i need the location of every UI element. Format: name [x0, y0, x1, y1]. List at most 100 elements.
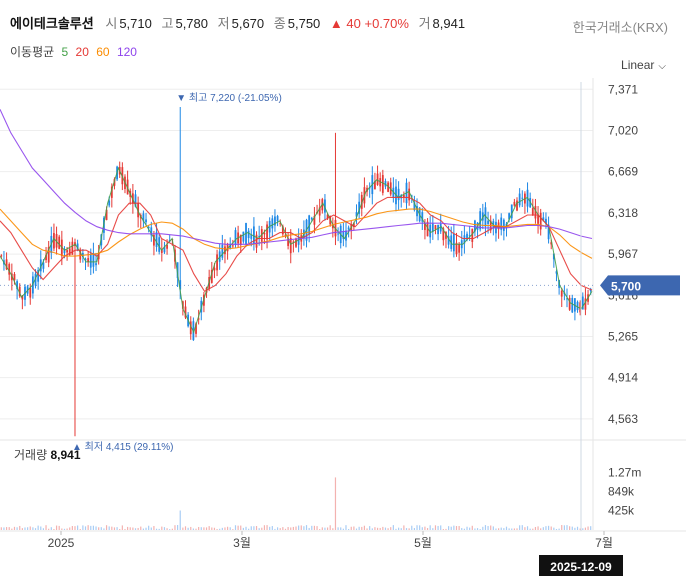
candle-body: [258, 235, 261, 237]
candle-body: [447, 236, 450, 245]
candle-body: [347, 227, 350, 230]
volume-bar: [108, 526, 110, 530]
volume-bar: [140, 526, 142, 530]
volume-bar: [461, 528, 463, 530]
volume-bar: [371, 528, 373, 530]
volume-bar: [66, 528, 68, 530]
candle: [292, 240, 295, 253]
candle-body: [463, 235, 466, 244]
candle: [274, 209, 276, 232]
candle: [460, 230, 463, 257]
volume-bar: [511, 528, 513, 530]
volume-bar: [253, 526, 255, 530]
volume-bar: [484, 525, 487, 530]
candle-body: [45, 254, 47, 261]
volume-bar: [24, 527, 26, 530]
candle: [573, 297, 576, 321]
volume-bar: [276, 527, 279, 530]
candle-body: [231, 245, 234, 247]
candlestick-series: [0, 106, 592, 437]
ma-legend-5[interactable]: 5: [61, 45, 69, 59]
volume-series: [0, 477, 592, 530]
candle-body: [421, 212, 424, 222]
ma-legend-title: 이동평균: [10, 45, 55, 59]
candle: [126, 170, 129, 195]
candle: [355, 204, 358, 224]
volume-bar: [0, 527, 2, 530]
volume-bar: [584, 527, 587, 530]
ma-legend-120[interactable]: 120: [116, 45, 137, 59]
open-label: 시: [105, 16, 118, 31]
candle-body: [516, 200, 518, 211]
candle-body: [581, 296, 584, 310]
candle: [216, 249, 218, 277]
volume-bar: [290, 527, 292, 530]
volume-bar: [308, 527, 310, 530]
candle: [18, 283, 21, 298]
candle-body: [376, 173, 379, 185]
candle: [500, 213, 503, 236]
volume-bar: [474, 528, 476, 530]
candle-body: [352, 223, 355, 227]
stock-name: 에이테크솔루션: [10, 16, 94, 31]
candle: [447, 225, 450, 249]
ma-legend-20[interactable]: 20: [75, 45, 89, 59]
volume-bar: [429, 525, 431, 530]
low-label: 저: [217, 16, 230, 31]
candle-body: [555, 271, 558, 274]
volume-bar: [90, 525, 92, 530]
candle-body: [566, 298, 568, 300]
candle-body: [58, 236, 61, 249]
ma-legend-60[interactable]: 60: [96, 45, 110, 59]
volume-bar: [219, 528, 221, 530]
volume-bar: [587, 526, 589, 530]
candle: [452, 223, 455, 258]
candle-body: [397, 188, 400, 201]
volume-bar: [379, 527, 381, 530]
candle-body: [531, 208, 534, 215]
candle-body: [21, 295, 24, 300]
candle: [129, 188, 132, 205]
candle: [58, 234, 61, 250]
candle-body: [263, 232, 266, 235]
candle: [339, 223, 342, 249]
candle: [74, 238, 76, 437]
volume-bar: [155, 528, 158, 530]
volume-bar: [553, 527, 555, 530]
candle: [408, 181, 411, 206]
volume-bar: [445, 528, 447, 530]
candle-body: [195, 323, 197, 334]
volume-bar: [258, 528, 260, 530]
volume-bar: [40, 526, 42, 530]
candle-body: [166, 244, 168, 249]
high-label: 고: [161, 16, 174, 31]
candle-body: [439, 223, 442, 232]
volume-bar: [469, 527, 471, 530]
volume-bar: [537, 526, 539, 530]
candle: [384, 178, 387, 190]
volume-bar: [440, 525, 442, 530]
candle: [484, 202, 487, 237]
candle-body: [158, 237, 161, 252]
volume-bar: [234, 525, 237, 530]
volume-bar: [200, 527, 202, 530]
candle-body: [89, 253, 92, 268]
scale-toggle-button[interactable]: Linear ⌵: [621, 58, 666, 72]
candle: [245, 222, 247, 247]
candle-body: [134, 194, 137, 207]
candle-body: [413, 202, 416, 211]
volume-bar: [187, 527, 189, 530]
volume-bar: [366, 528, 368, 530]
candle-body: [239, 234, 242, 246]
volume-bar: [184, 526, 187, 530]
volume-bar: [34, 528, 37, 530]
cursor-date-value: 2025-12-09: [550, 560, 612, 574]
volume-panel-title: 거래량: [14, 448, 48, 462]
volume-bar: [82, 525, 84, 530]
exchange-name: 한국거래소(KRX): [572, 20, 668, 35]
candle: [358, 193, 361, 219]
volume-bar: [545, 526, 547, 530]
volume-bar: [29, 526, 31, 530]
volume-bar: [137, 527, 139, 530]
